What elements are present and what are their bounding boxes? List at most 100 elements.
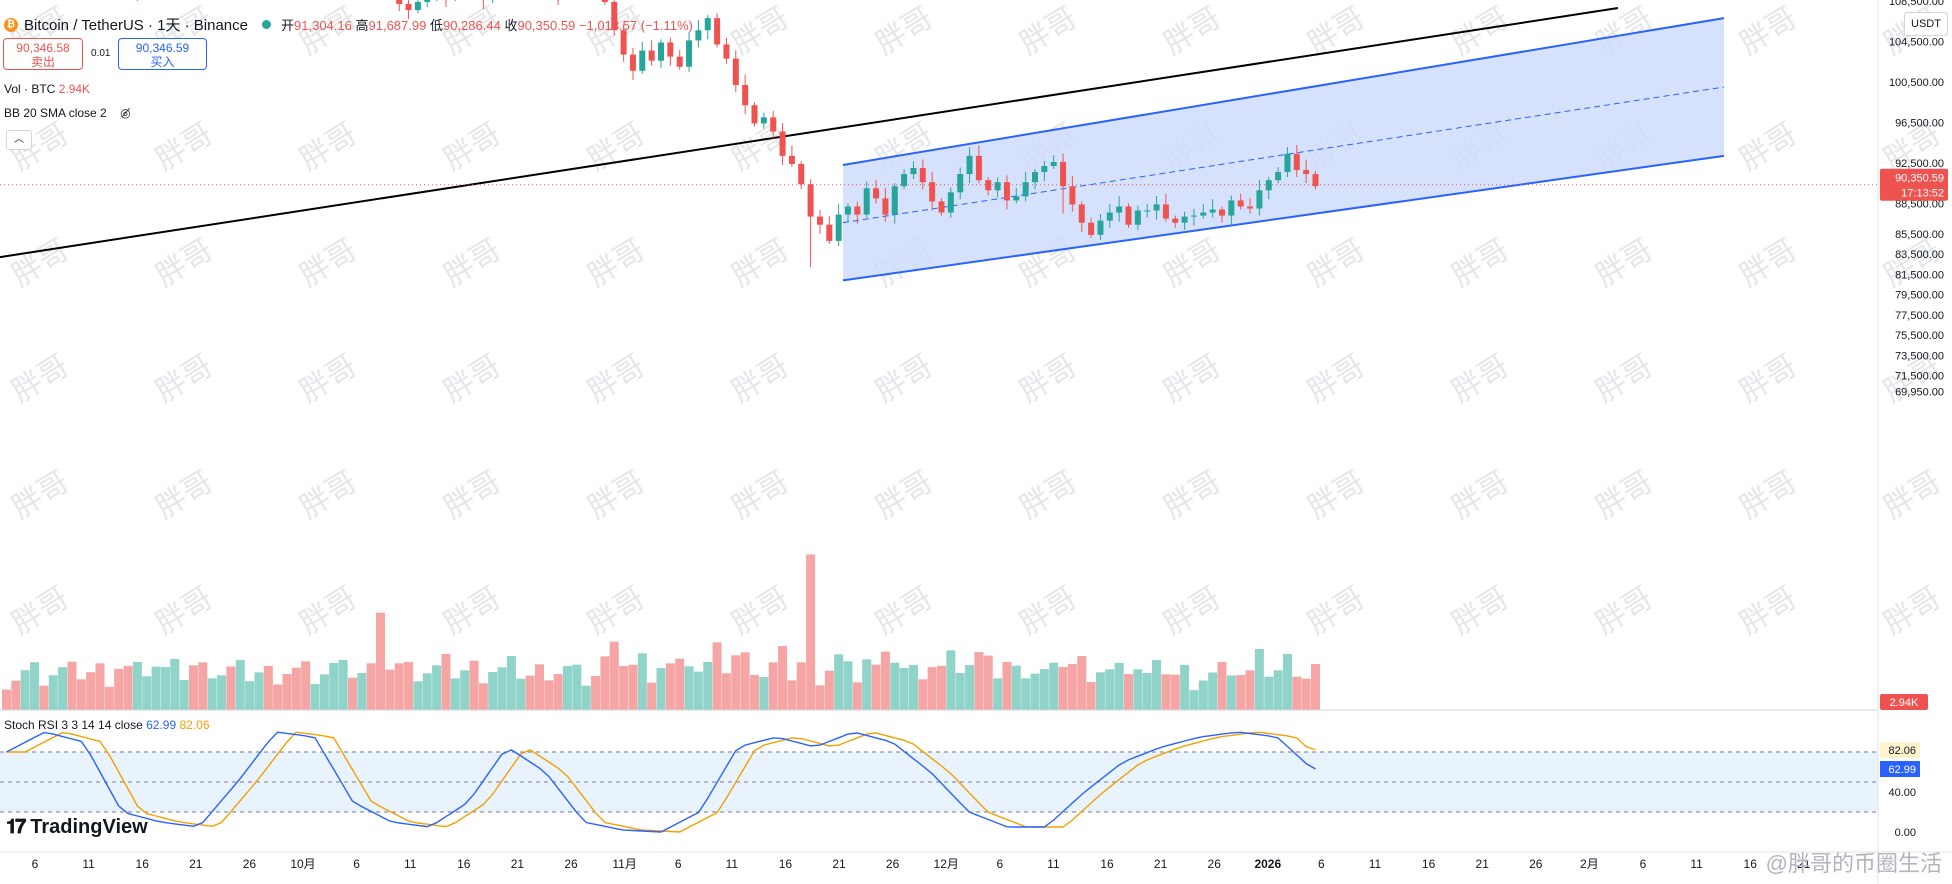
time-tick-label: 16 [1744,857,1758,871]
watermark-text: 胖哥 [1014,465,1082,525]
volume-bar [703,662,713,710]
candle-body [676,56,683,67]
volume-bar [432,665,442,710]
candle-body [704,18,711,31]
volume-bar [946,650,956,710]
volume-bar [806,554,816,710]
volume-bar [235,660,245,710]
candle-body [1116,206,1123,213]
volume-bar [843,661,853,710]
watermark-text: 胖哥 [1590,581,1658,641]
candle-body [826,224,833,241]
trend-line[interactable] [0,7,1619,259]
price-tick-label: 69,950.00 [1895,386,1944,398]
volume-bar [974,652,984,710]
volume-bar [460,670,470,710]
candle-body [1078,204,1085,223]
volume-bar [394,663,404,710]
eye-hidden-icon[interactable]: ◎̸ [120,106,131,120]
channel-mid-line [842,86,1725,224]
time-tick-label: 21 [1476,857,1490,871]
candle-body [947,192,954,213]
candle-body [414,1,421,11]
time-tick-label: 12月 [934,857,959,871]
candle-body [601,0,608,2]
watermark-text: 胖哥 [294,117,362,177]
candle-body [1303,170,1310,175]
volume-bar [768,662,778,710]
volume-bar [404,662,414,710]
volume-bar [918,679,928,710]
watermark-text: 胖哥 [1590,349,1658,409]
tradingview-logo[interactable]: 𝟏𝟕 TradingView [6,816,148,838]
volume-bar [815,685,825,710]
watermark-text: 胖哥 [6,233,74,293]
watermark-text: 胖哥 [1158,1,1226,61]
candle-body [1013,196,1020,201]
volume-bar [871,664,881,710]
time-tick-label: 26 [564,857,578,871]
watermark-text: 胖哥 [150,349,218,409]
candle-body [1144,210,1151,212]
stoch-axis-label: 40.00 [1888,787,1916,799]
time-tick-label: 26 [243,857,257,871]
watermark-text: 胖哥 [870,581,938,641]
volume-bar [1226,675,1236,710]
watermark-text: 胖哥 [1302,349,1370,409]
watermark-text: 胖哥 [582,581,650,641]
candle-body [957,174,964,193]
currency-button[interactable]: USDT [1904,12,1948,36]
volume-bar [170,659,180,710]
time-tick-label: 16 [779,857,793,871]
time-axis[interactable]: 6 11 16 21 26 10月 6 11 16 21 26 11月 6 11 16 21 26 12月 6 11 1… [32,857,1811,871]
watermark-text: 胖哥 [438,349,506,409]
bb-legend[interactable]: BB 20 SMA close 2 ◎̸ [4,106,131,120]
volume-bar [544,680,554,710]
candle-body [1050,161,1057,166]
candle-body [1228,200,1235,216]
candle-body [770,117,777,132]
volume-bar [245,681,255,710]
candle-body [854,206,861,215]
volume-bar [563,666,572,710]
candle-body [779,131,786,156]
price-tick-label: 88,500.00 [1895,198,1944,210]
watermark-text: 胖哥 [438,581,506,641]
candle-body [938,201,945,213]
candle-body [1293,153,1300,171]
stoch-legend[interactable]: Stoch RSI 3 3 14 14 close 62.99 82.06 [4,718,210,732]
volume-bar [226,666,236,710]
volume-bar [366,663,376,710]
candle-body [1022,182,1029,197]
stoch-k-badge [1880,761,1920,778]
watermark-text: 胖哥 [582,233,650,293]
candle-body [1247,206,1254,209]
volume-bar [937,665,946,710]
volume-legend[interactable]: Vol · BTC 2.94K [4,82,91,96]
time-tick-label: 6 [353,857,360,871]
volume-bar [291,667,301,710]
watermark-text: 胖哥 [726,581,794,641]
candle-body [835,214,842,241]
volume-bar [338,660,348,710]
volume-bar [132,662,142,710]
volume-bar [731,655,741,710]
stoch-axis-label: 0.00 [1895,827,1916,839]
chevron-up-icon: ︿ [14,134,24,145]
symbol-legend[interactable]: ₿ Bitcoin / TetherUS · 1天 · Binance 开91,… [4,14,693,35]
time-tick-label: 6 [675,857,682,871]
price-tick-label: 96,500.00 [1895,117,1944,129]
sell-button[interactable]: 90,346.58 卖出 [3,38,83,70]
stoch-k-line [6,731,1316,833]
stoch-d-value: 82.06 [179,718,210,732]
watermark-text: 胖哥 [870,1,938,61]
collapse-legend-button[interactable]: ︿ [6,130,32,150]
price-tick-label: 100,500.00 [1889,77,1944,89]
watermark-text: 胖哥 [438,465,506,525]
sell-price: 90,346.58 [16,41,70,55]
parallel-channel[interactable] [842,17,1725,282]
time-tick-label: 16 [136,857,150,871]
buy-button[interactable]: 90,346.59 买入 [118,38,207,70]
